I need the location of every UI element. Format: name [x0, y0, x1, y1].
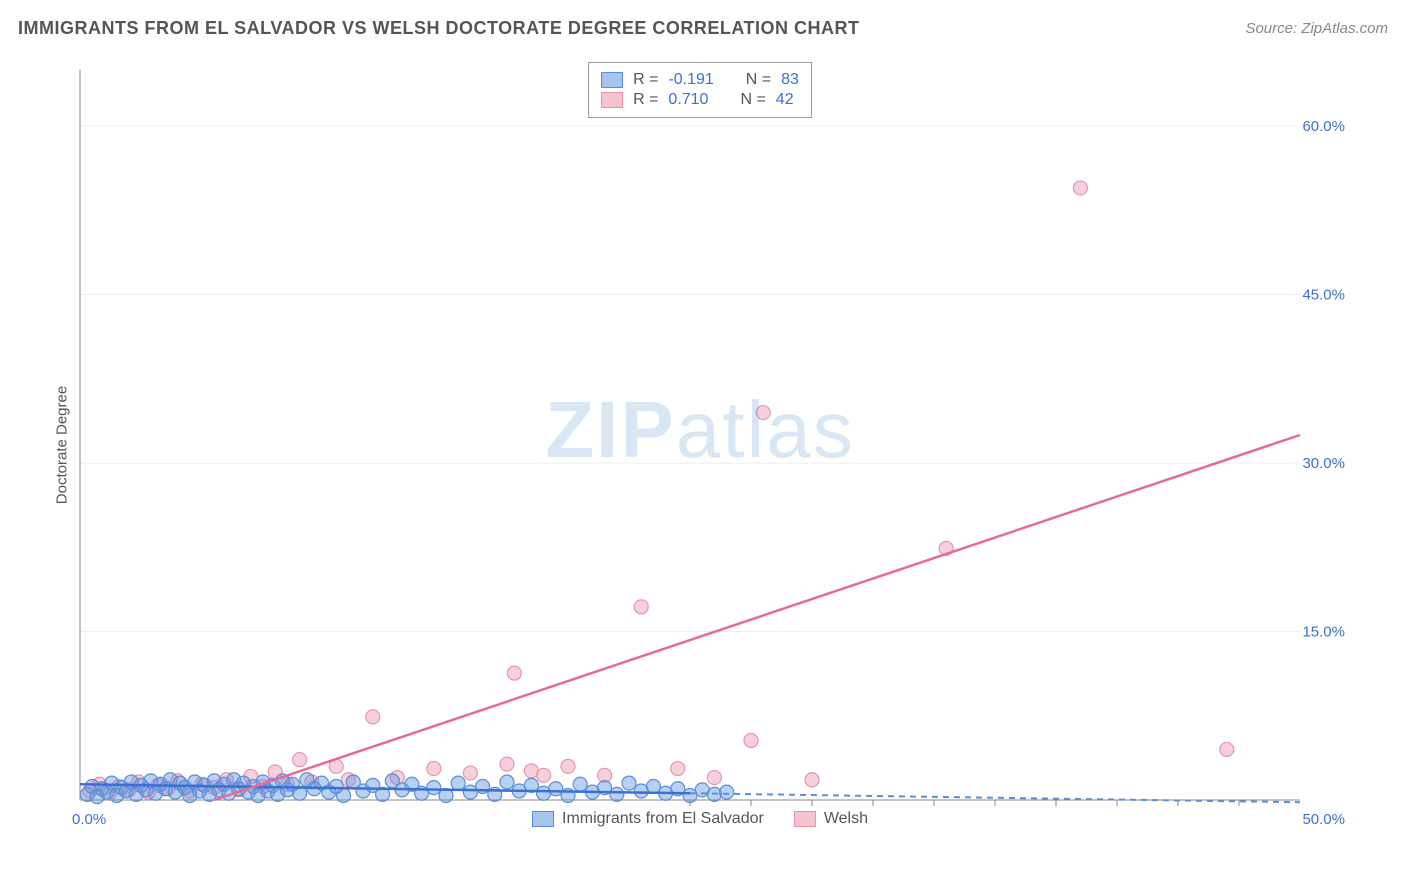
svg-text:60.0%: 60.0% [1302, 118, 1345, 135]
svg-text:50.0%: 50.0% [1302, 811, 1345, 828]
svg-text:15.0%: 15.0% [1302, 624, 1345, 641]
legend-swatch-1 [601, 92, 623, 108]
svg-text:30.0%: 30.0% [1302, 455, 1345, 472]
stat-r-value-1: 0.710 [668, 91, 708, 109]
chart-svg: 15.0% 30.0% 45.0% 60.0% 0.0% 50.0% [50, 60, 1350, 830]
legend-bottom-swatch-1 [794, 811, 816, 827]
stat-n-value-1: 42 [776, 91, 794, 109]
legend-bottom-item-1: Welsh [794, 810, 868, 828]
stat-r-label-0: R = [633, 71, 658, 89]
legend-bottom-label-0: Immigrants from El Salvador [562, 810, 764, 828]
legend-stats-row-1: R = 0.710 N = 42 [601, 91, 799, 109]
legend-swatch-0 [601, 72, 623, 88]
stat-r-label-1: R = [633, 91, 658, 109]
chart-title: IMMIGRANTS FROM EL SALVADOR VS WELSH DOC… [18, 18, 860, 39]
legend-stats-box: R = -0.191 N = 83 R = 0.710 N = 42 [588, 62, 812, 118]
legend-bottom-label-1: Welsh [824, 810, 868, 828]
stat-r-value-0: -0.191 [668, 71, 713, 89]
legend-bottom: Immigrants from El Salvador Welsh [532, 810, 868, 828]
legend-bottom-swatch-0 [532, 811, 554, 827]
svg-text:45.0%: 45.0% [1302, 287, 1345, 304]
legend-bottom-item-0: Immigrants from El Salvador [532, 810, 764, 828]
stat-n-label-0: N = [746, 71, 771, 89]
stat-n-value-0: 83 [781, 71, 799, 89]
title-bar: IMMIGRANTS FROM EL SALVADOR VS WELSH DOC… [18, 18, 1388, 39]
svg-text:0.0%: 0.0% [72, 811, 106, 828]
legend-stats-row-0: R = -0.191 N = 83 [601, 71, 799, 89]
stat-n-label-1: N = [740, 91, 765, 109]
source-attribution: Source: ZipAtlas.com [1245, 20, 1388, 37]
plot-area: Doctorate Degree ZIPatlas R = -0.191 N =… [50, 60, 1350, 830]
